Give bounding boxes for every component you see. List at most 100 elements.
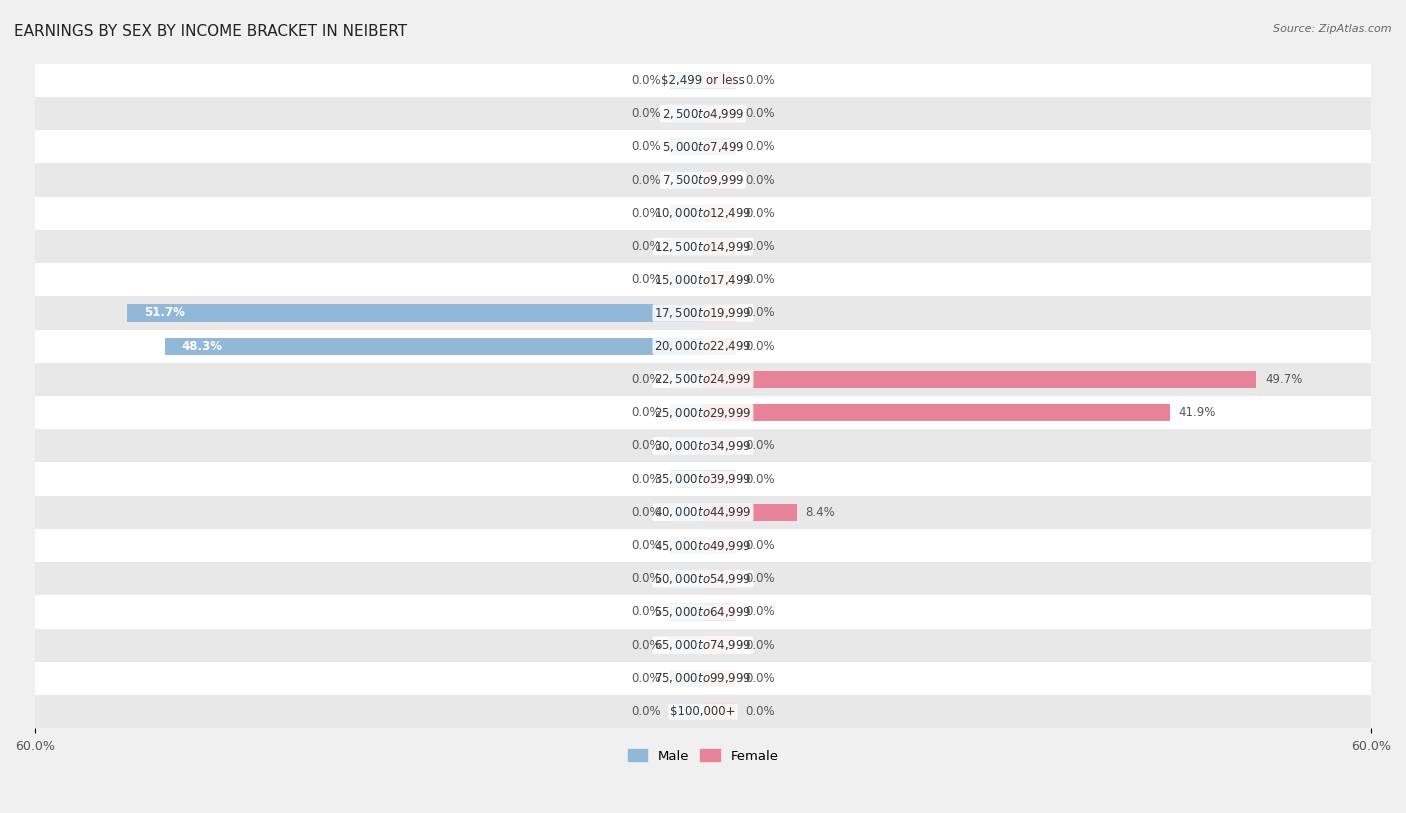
- Bar: [35, 363, 1371, 396]
- Text: 0.0%: 0.0%: [745, 74, 775, 87]
- Text: 0.0%: 0.0%: [745, 705, 775, 718]
- Text: 0.0%: 0.0%: [745, 340, 775, 353]
- Text: $12,500 to $14,999: $12,500 to $14,999: [654, 240, 752, 254]
- Text: $2,500 to $4,999: $2,500 to $4,999: [662, 107, 744, 120]
- Text: 0.0%: 0.0%: [631, 672, 661, 685]
- Bar: [35, 429, 1371, 463]
- Bar: [703, 537, 737, 554]
- Bar: [703, 172, 737, 189]
- Bar: [669, 72, 703, 89]
- Bar: [35, 263, 1371, 297]
- Text: 0.0%: 0.0%: [745, 307, 775, 320]
- Text: 0.0%: 0.0%: [631, 705, 661, 718]
- Bar: [703, 504, 797, 521]
- Text: $65,000 to $74,999: $65,000 to $74,999: [654, 638, 752, 652]
- Bar: [669, 537, 703, 554]
- Bar: [669, 172, 703, 189]
- Bar: [669, 105, 703, 122]
- Text: $15,000 to $17,499: $15,000 to $17,499: [654, 272, 752, 287]
- Text: 0.0%: 0.0%: [631, 506, 661, 519]
- Text: $35,000 to $39,999: $35,000 to $39,999: [654, 472, 752, 486]
- Bar: [35, 595, 1371, 628]
- Bar: [35, 662, 1371, 695]
- Bar: [35, 463, 1371, 496]
- Bar: [35, 63, 1371, 97]
- Bar: [703, 437, 737, 454]
- Bar: [703, 670, 737, 687]
- Text: 8.4%: 8.4%: [806, 506, 835, 519]
- Text: 0.0%: 0.0%: [631, 207, 661, 220]
- Text: EARNINGS BY SEX BY INCOME BRACKET IN NEIBERT: EARNINGS BY SEX BY INCOME BRACKET IN NEI…: [14, 24, 408, 39]
- Text: 48.3%: 48.3%: [181, 340, 224, 353]
- Bar: [166, 337, 703, 354]
- Text: $17,500 to $19,999: $17,500 to $19,999: [654, 306, 752, 320]
- Bar: [703, 138, 737, 155]
- Text: 41.9%: 41.9%: [1178, 406, 1216, 420]
- Text: 0.0%: 0.0%: [631, 639, 661, 652]
- Bar: [35, 628, 1371, 662]
- Text: $22,500 to $24,999: $22,500 to $24,999: [654, 372, 752, 386]
- Bar: [35, 230, 1371, 263]
- Text: 0.0%: 0.0%: [631, 273, 661, 286]
- Text: Source: ZipAtlas.com: Source: ZipAtlas.com: [1274, 24, 1392, 34]
- Text: $45,000 to $49,999: $45,000 to $49,999: [654, 538, 752, 553]
- Bar: [703, 404, 1170, 421]
- Text: 0.0%: 0.0%: [745, 173, 775, 186]
- Bar: [35, 297, 1371, 329]
- Text: 0.0%: 0.0%: [745, 141, 775, 154]
- Bar: [35, 695, 1371, 728]
- Text: $5,000 to $7,499: $5,000 to $7,499: [662, 140, 744, 154]
- Bar: [703, 105, 737, 122]
- Text: 0.0%: 0.0%: [745, 539, 775, 552]
- Bar: [669, 404, 703, 421]
- Bar: [703, 238, 737, 255]
- Text: 0.0%: 0.0%: [745, 240, 775, 253]
- Text: $55,000 to $64,999: $55,000 to $64,999: [654, 605, 752, 619]
- Text: $100,000+: $100,000+: [671, 705, 735, 718]
- Text: $40,000 to $44,999: $40,000 to $44,999: [654, 506, 752, 520]
- Text: 0.0%: 0.0%: [745, 606, 775, 619]
- Text: 0.0%: 0.0%: [745, 672, 775, 685]
- Bar: [669, 504, 703, 521]
- Bar: [35, 130, 1371, 163]
- Bar: [35, 329, 1371, 363]
- Bar: [35, 163, 1371, 197]
- Bar: [669, 603, 703, 620]
- Bar: [669, 205, 703, 222]
- Bar: [35, 529, 1371, 562]
- Bar: [703, 205, 737, 222]
- Bar: [669, 471, 703, 488]
- Bar: [703, 271, 737, 289]
- Text: 0.0%: 0.0%: [631, 107, 661, 120]
- Text: 51.7%: 51.7%: [143, 307, 186, 320]
- Text: 0.0%: 0.0%: [631, 173, 661, 186]
- Bar: [669, 570, 703, 587]
- Text: 0.0%: 0.0%: [745, 572, 775, 585]
- Bar: [35, 562, 1371, 595]
- Text: 0.0%: 0.0%: [631, 141, 661, 154]
- Bar: [703, 570, 737, 587]
- Text: $50,000 to $54,999: $50,000 to $54,999: [654, 572, 752, 585]
- Text: 0.0%: 0.0%: [631, 406, 661, 420]
- Text: 0.0%: 0.0%: [631, 472, 661, 485]
- Text: 0.0%: 0.0%: [631, 439, 661, 452]
- Text: 0.0%: 0.0%: [631, 539, 661, 552]
- Bar: [703, 72, 737, 89]
- Bar: [669, 271, 703, 289]
- Bar: [703, 603, 737, 620]
- Bar: [669, 437, 703, 454]
- Text: 0.0%: 0.0%: [631, 240, 661, 253]
- Text: $75,000 to $99,999: $75,000 to $99,999: [654, 672, 752, 685]
- Bar: [669, 138, 703, 155]
- Text: 0.0%: 0.0%: [745, 273, 775, 286]
- Text: 0.0%: 0.0%: [631, 373, 661, 386]
- Text: 0.0%: 0.0%: [745, 107, 775, 120]
- Bar: [669, 637, 703, 654]
- Bar: [35, 97, 1371, 130]
- Text: 0.0%: 0.0%: [745, 207, 775, 220]
- Bar: [669, 238, 703, 255]
- Text: $2,499 or less: $2,499 or less: [661, 74, 745, 87]
- Bar: [703, 337, 737, 354]
- Text: 0.0%: 0.0%: [631, 606, 661, 619]
- Text: $30,000 to $34,999: $30,000 to $34,999: [654, 439, 752, 453]
